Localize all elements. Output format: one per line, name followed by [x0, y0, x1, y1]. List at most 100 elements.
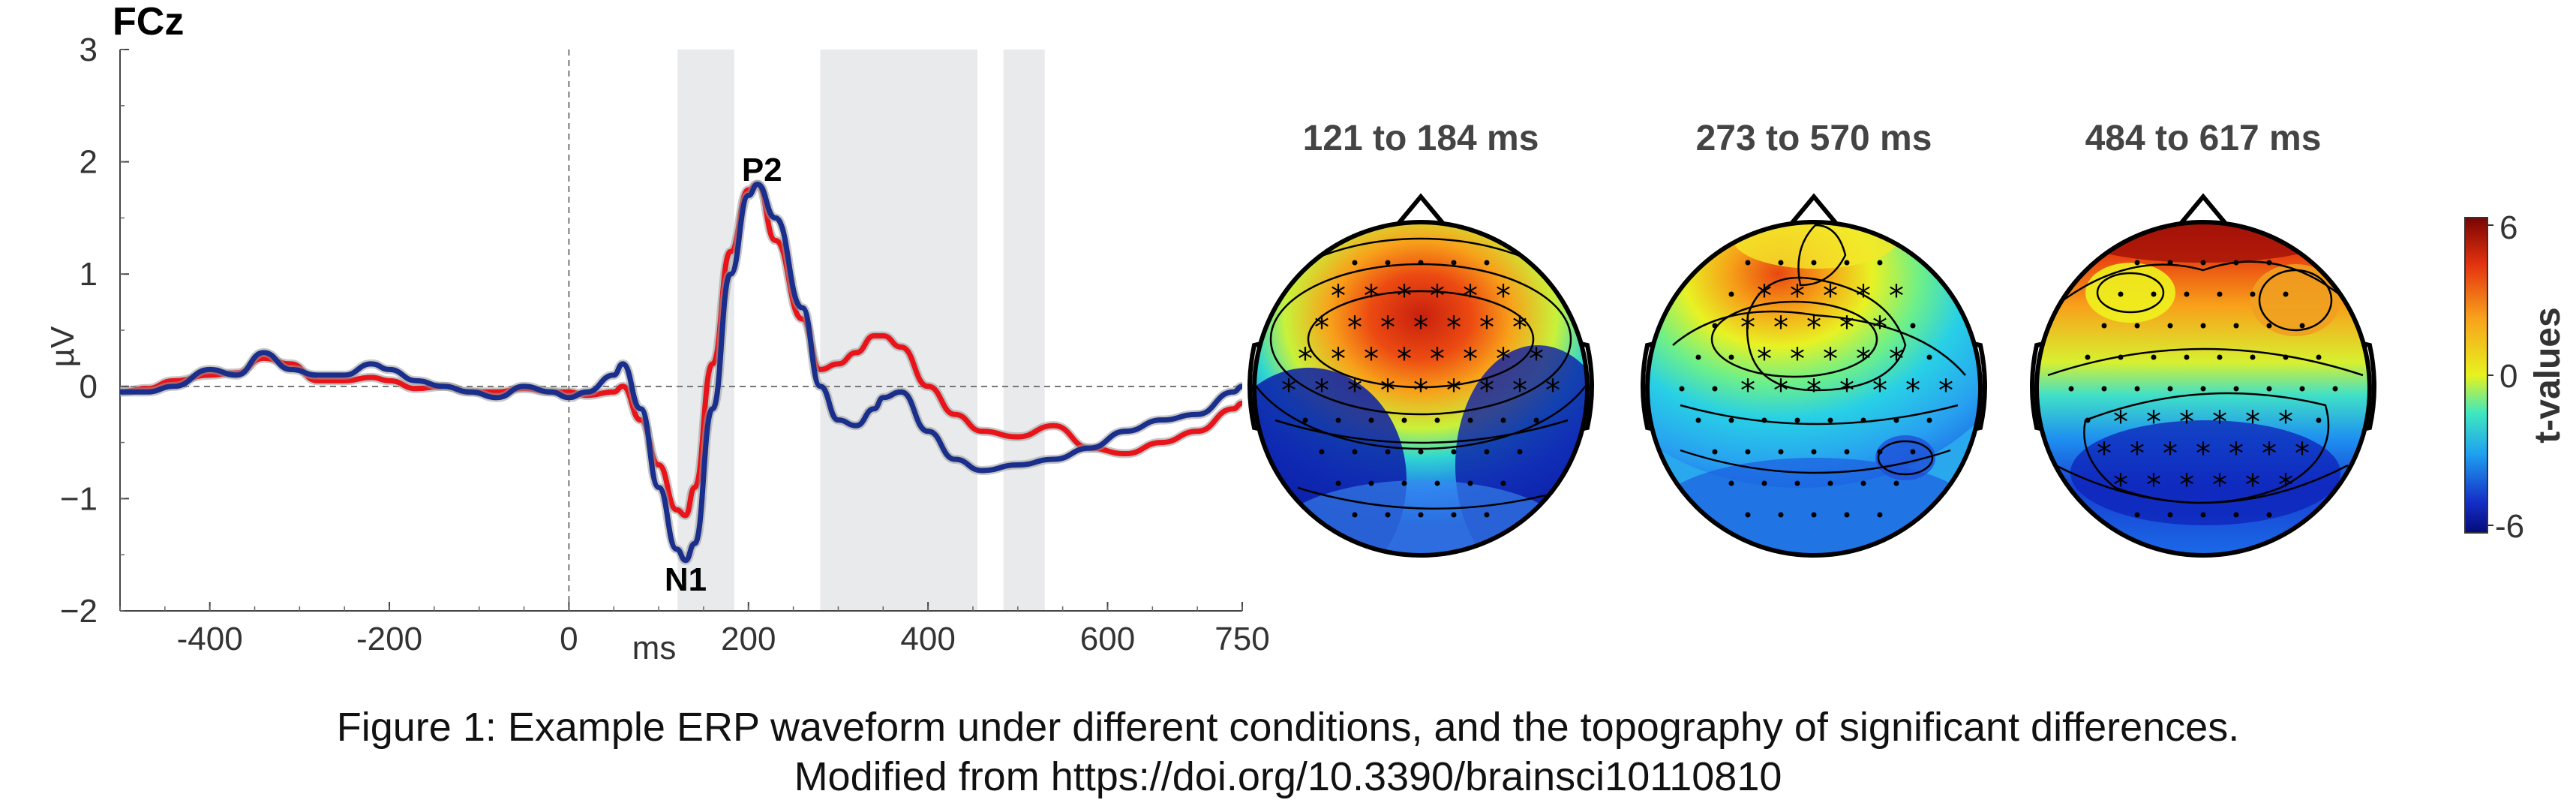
significant-electrode-star: *	[2295, 437, 2310, 471]
significant-electrode-star: *	[1347, 374, 1362, 408]
significant-electrode-star: *	[1512, 374, 1527, 408]
significant-electrode-star: *	[2212, 405, 2227, 440]
electrode-dot	[2134, 260, 2140, 266]
x-tick-label: -400	[177, 621, 243, 657]
significant-electrode-star: *	[1314, 311, 1329, 345]
significant-electrode-star: *	[1380, 311, 1395, 345]
significant-electrode-star: *	[1364, 342, 1379, 377]
significant-electrode-star: *	[2196, 437, 2211, 471]
electrode-dot	[2266, 386, 2272, 392]
significant-electrode-star: *	[1397, 342, 1412, 377]
significant-electrode-star: *	[1773, 374, 1788, 408]
electrode-dot	[2184, 291, 2190, 297]
significant-electrode-star: *	[1823, 342, 1838, 377]
electrode-dot	[2118, 291, 2124, 297]
significant-electrode-star: *	[1298, 342, 1313, 377]
electrode-dot	[2233, 260, 2239, 266]
colorbar: 6 0 -6 t-values	[2464, 209, 2568, 545]
significant-electrode-star: *	[1281, 374, 1296, 408]
electrode-dot	[1794, 480, 1800, 486]
electrode-dot	[1500, 417, 1506, 423]
electrode-dot	[1319, 449, 1325, 455]
significant-electrode-star: *	[1430, 279, 1445, 314]
electrode-dot	[2167, 512, 2173, 518]
electrode-dot	[1794, 417, 1800, 423]
electrode-dot	[1827, 417, 1833, 423]
electrode-dot	[2085, 417, 2091, 423]
x-tick-label: 0	[560, 621, 578, 657]
electrode-dot	[2266, 260, 2272, 266]
nose-shape	[1789, 193, 1839, 225]
electrode-markers-2: * * * * ** * * * ** * * * ** * * * * * *	[1679, 260, 1953, 518]
electrode-dot	[1695, 354, 1701, 360]
significant-electrode-star: *	[2163, 437, 2178, 471]
electrode-dot	[2283, 291, 2289, 297]
significant-electrode-star: *	[2229, 437, 2244, 471]
topomap-title-2: 273 to 570 ms	[1696, 119, 1932, 158]
electrode-dot	[1844, 512, 1850, 518]
electrode-dot	[1385, 260, 1391, 266]
significance-shading-group	[677, 50, 1045, 611]
head-outline-2	[1645, 220, 1983, 558]
y-tick-label: −1	[60, 480, 98, 517]
electrode-dot	[1745, 512, 1751, 518]
x-tick-label: 400	[900, 621, 955, 657]
y-tick-label: 3	[80, 32, 98, 68]
electrode-dot	[1434, 417, 1440, 423]
electrode-dot	[2200, 512, 2206, 518]
electrode-dot	[1484, 512, 1490, 518]
electrode-dot	[1695, 417, 1701, 423]
x-tick-group: -400 -200 0 200 400 600 750	[119, 602, 1270, 657]
electrode-dot	[2068, 386, 2074, 392]
electrode-dot	[1728, 291, 1734, 297]
electrode-dot	[1451, 449, 1457, 455]
electrode-dot	[2101, 386, 2107, 392]
significant-electrode-star: *	[1740, 311, 1755, 345]
significant-electrode-star: *	[1806, 311, 1821, 345]
significant-electrode-star: *	[2245, 468, 2260, 503]
significant-electrode-star: *	[1905, 374, 1920, 408]
electrode-dot	[1893, 480, 1899, 486]
electrode-dot	[1418, 260, 1424, 266]
electrode-dot	[1385, 512, 1391, 518]
significant-electrode-star: *	[2245, 405, 2260, 440]
electrode-dot	[1745, 260, 1751, 266]
electrode-dot	[1451, 260, 1457, 266]
electrode-dot	[1335, 417, 1341, 423]
electrode-dot	[1877, 512, 1883, 518]
erp-series-group	[119, 179, 1243, 565]
electrode-dot	[2184, 354, 2190, 360]
significant-electrode-star: *	[1314, 374, 1329, 408]
y-axis-label: µV	[44, 326, 81, 367]
significant-electrode-star: *	[1938, 374, 1953, 408]
electrode-dot	[1761, 417, 1767, 423]
significant-electrode-star: *	[1823, 279, 1838, 314]
electrode-dot	[1844, 449, 1850, 455]
electrode-dot	[2134, 512, 2140, 518]
electrode-dot	[2332, 386, 2338, 392]
peak-label-n1: N1	[665, 561, 707, 598]
y-tick-label: 1	[80, 256, 98, 293]
electrode-dot	[1418, 512, 1424, 518]
electrode-dot	[2283, 354, 2289, 360]
y-tick-group: 3 2 1 0 −1 −2	[60, 32, 129, 630]
electrode-dot	[1860, 480, 1866, 486]
electrode-dot	[2299, 386, 2305, 392]
electrode-dot	[1877, 260, 1883, 266]
figure-caption-line-1: Figure 1: Example ERP waveform under dif…	[336, 705, 2240, 750]
electrode-dot	[1827, 480, 1833, 486]
electrode-dot	[1811, 260, 1817, 266]
significant-electrode-star: *	[1479, 311, 1494, 345]
significant-electrode-star: *	[1856, 279, 1871, 314]
y-tick-label: −2	[60, 593, 98, 630]
electrode-dot	[2200, 260, 2206, 266]
electrode-dot	[2299, 323, 2305, 329]
topomap-surface-3	[2037, 222, 2370, 555]
electrode-dot	[2233, 323, 2239, 329]
electrode-dot	[2217, 291, 2223, 297]
topomap-title-3: 484 to 617 ms	[2085, 119, 2322, 158]
figure-caption-line-2: Modified from https://doi.org/10.3390/br…	[794, 754, 1782, 799]
electrode-dot	[1910, 449, 1916, 455]
electrode-dot	[2134, 386, 2140, 392]
